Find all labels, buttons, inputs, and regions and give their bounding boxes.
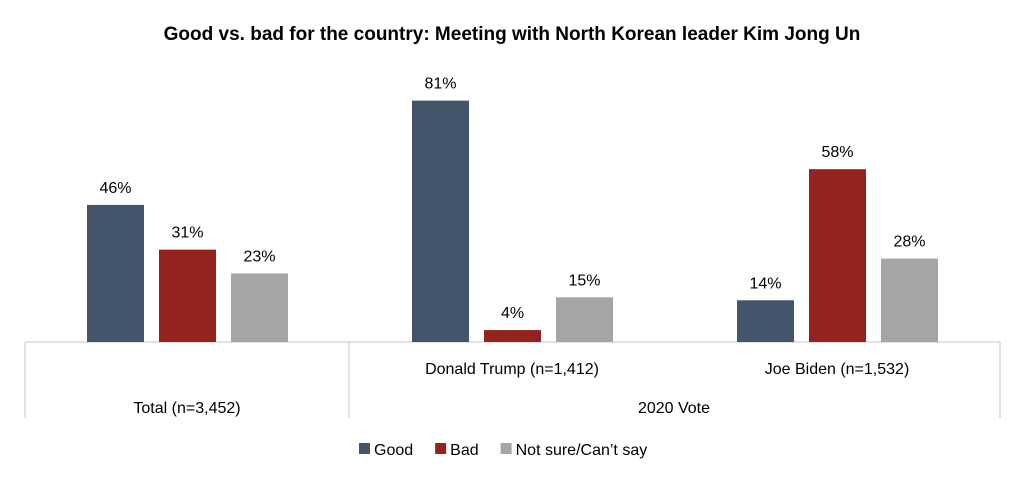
data-label: 28% [893,234,925,251]
data-label: 23% [243,248,275,265]
bar-good-0 [87,204,144,342]
data-label: 14% [749,275,781,292]
bar-bad-2 [809,169,866,342]
data-label: 15% [568,272,600,289]
data-label: 46% [99,180,131,197]
bar-good-2 [737,300,794,342]
bar-good-1 [412,100,469,343]
legend-label: Bad [450,442,478,459]
bar-not-sure-can-t-say-0 [231,273,288,342]
data-label: 4% [501,305,524,322]
category-label-total: Total (n=3,452) [133,400,240,417]
bar-bad-1 [484,330,541,342]
category-label-trump: Donald Trump (n=1,412) [425,361,599,378]
legend-swatch [500,443,512,454]
legend-swatch [435,443,447,454]
legend-label: Not sure/Can’t say [516,442,648,459]
data-label: 81% [424,76,456,93]
data-label: 58% [821,144,853,161]
bar-not-sure-can-t-say-2 [881,258,938,342]
data-label: 31% [171,225,203,242]
category-label-biden: Joe Biden (n=1,532) [765,361,910,378]
chart-title: Good vs. bad for the country: Meeting wi… [164,24,861,45]
legend-swatch [359,443,370,454]
group-label: 2020 Vote [638,400,710,417]
bar-bad-0 [159,249,216,342]
bar-not-sure-can-t-say-1 [556,297,613,342]
legend-label: Good [374,442,413,459]
